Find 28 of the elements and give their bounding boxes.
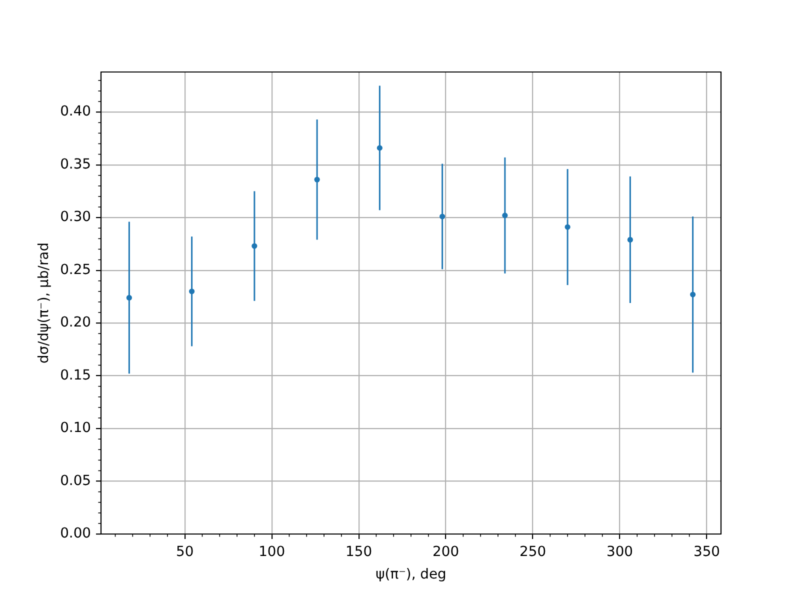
y-tick-label: 0.20 (60, 314, 91, 331)
point (440, 214, 446, 220)
point (627, 236, 633, 243)
x-tick-label: 100 (258, 544, 286, 560)
point (690, 292, 696, 298)
point (376, 145, 382, 151)
point (189, 288, 195, 294)
x-tick-label: 150 (346, 544, 372, 560)
x-axis-title: ψ(π⁻), deg (376, 566, 446, 582)
y-axis-title: dσ/dψ(π⁻), μb/rad (36, 242, 52, 364)
point (126, 294, 132, 301)
x-tick-label: 250 (520, 544, 546, 560)
x-tick-label: 300 (606, 544, 634, 560)
point (564, 224, 570, 230)
x-tick-label: 200 (432, 544, 460, 560)
y-tick-label: 0.00 (60, 526, 91, 542)
y-tick-label: 0.15 (60, 367, 91, 384)
point (314, 176, 320, 182)
y-tick-label: 0.05 (60, 472, 91, 489)
x-tick-label: 50 (176, 544, 194, 560)
point (502, 212, 508, 218)
y-tick-label: 0.35 (60, 156, 91, 172)
y-tick-label: 0.10 (60, 420, 91, 436)
y-tick-label: 0.40 (60, 104, 91, 120)
x-tick-label: 350 (693, 544, 720, 560)
point (252, 243, 258, 249)
y-tick-label: 0.30 (60, 209, 91, 226)
y-tick-label: 0.25 (60, 262, 91, 278)
